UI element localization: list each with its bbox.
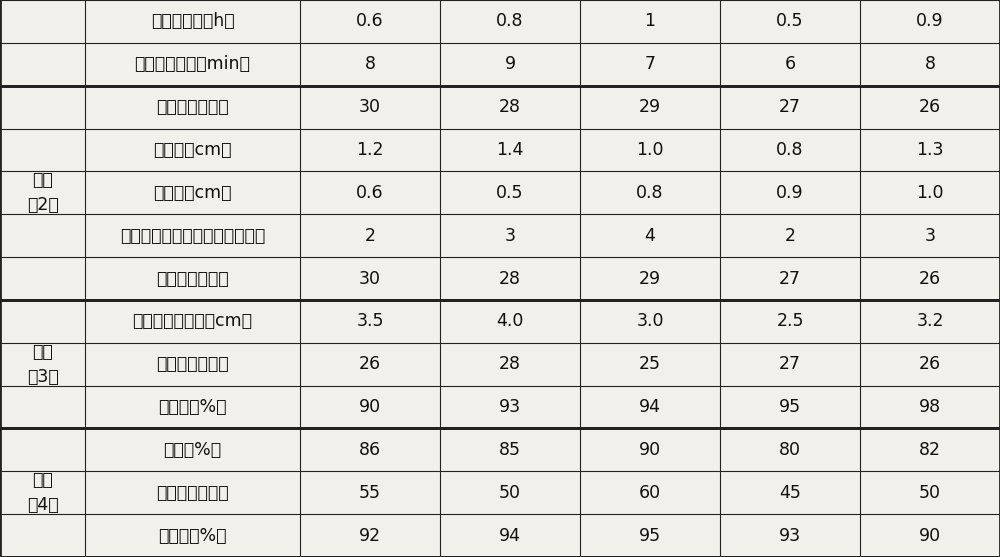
Text: 6: 6 — [784, 55, 796, 74]
Text: 26: 26 — [359, 355, 381, 373]
Text: 28: 28 — [499, 355, 521, 373]
Text: 0.8: 0.8 — [776, 141, 804, 159]
Text: 95: 95 — [779, 398, 801, 416]
Text: 93: 93 — [499, 398, 521, 416]
Text: 0.9: 0.9 — [776, 184, 804, 202]
Text: 3.5: 3.5 — [356, 312, 384, 330]
Text: 27: 27 — [779, 98, 801, 116]
Text: 27: 27 — [779, 270, 801, 287]
Text: 25: 25 — [639, 355, 661, 373]
Text: 55: 55 — [359, 483, 381, 502]
Text: 45: 45 — [779, 483, 801, 502]
Text: 82: 82 — [919, 441, 941, 459]
Text: 1.0: 1.0 — [916, 184, 944, 202]
Text: 9: 9 — [504, 55, 516, 74]
Text: 成活率（%）: 成活率（%） — [158, 526, 227, 545]
Text: 1: 1 — [645, 12, 656, 31]
Text: 94: 94 — [499, 526, 521, 545]
Text: 27: 27 — [779, 355, 801, 373]
Text: 98: 98 — [919, 398, 941, 416]
Text: 50: 50 — [919, 483, 941, 502]
Text: 8: 8 — [924, 55, 936, 74]
Text: 升汞处理时间（min）: 升汞处理时间（min） — [135, 55, 250, 74]
Text: 3.2: 3.2 — [916, 312, 944, 330]
Text: 26: 26 — [919, 355, 941, 373]
Text: 90: 90 — [639, 441, 661, 459]
Text: 培养天数（天）: 培养天数（天） — [156, 270, 229, 287]
Text: 1.3: 1.3 — [916, 141, 944, 159]
Text: 8: 8 — [364, 55, 376, 74]
Text: 2.5: 2.5 — [776, 312, 804, 330]
Text: 93: 93 — [779, 526, 801, 545]
Text: 0.6: 0.6 — [356, 12, 384, 31]
Text: 90: 90 — [919, 526, 941, 545]
Text: 85: 85 — [499, 441, 521, 459]
Text: 0.9: 0.9 — [916, 12, 944, 31]
Text: 1.0: 1.0 — [636, 141, 664, 159]
Text: 3: 3 — [924, 227, 936, 245]
Text: 28: 28 — [499, 270, 521, 287]
Text: 30: 30 — [359, 270, 381, 287]
Text: 楔树组培苗高度（cm）: 楔树组培苗高度（cm） — [132, 312, 252, 330]
Text: 7: 7 — [645, 55, 656, 74]
Text: 茎段高（cm）: 茎段高（cm） — [153, 184, 232, 202]
Text: 0.5: 0.5 — [496, 184, 524, 202]
Text: 60: 60 — [639, 483, 661, 502]
Text: 步骤
（4）: 步骤 （4） — [27, 471, 58, 514]
Text: 2: 2 — [364, 227, 376, 245]
Text: 生长周期（天）: 生长周期（天） — [156, 98, 229, 116]
Text: 2: 2 — [784, 227, 796, 245]
Text: 0.8: 0.8 — [636, 184, 664, 202]
Text: 0.5: 0.5 — [776, 12, 804, 31]
Text: 26: 26 — [919, 270, 941, 287]
Text: 50: 50 — [499, 483, 521, 502]
Text: 水冲洗时间（h）: 水冲洗时间（h） — [151, 12, 234, 31]
Text: 0.8: 0.8 — [496, 12, 524, 31]
Text: 4: 4 — [645, 227, 655, 245]
Text: 28: 28 — [499, 98, 521, 116]
Text: 湿度（%）: 湿度（%） — [163, 441, 222, 459]
Text: 0.6: 0.6 — [356, 184, 384, 202]
Text: 26: 26 — [919, 98, 941, 116]
Text: 步骤
（3）: 步骤 （3） — [27, 343, 58, 385]
Text: 1.4: 1.4 — [496, 141, 524, 159]
Text: 29: 29 — [639, 270, 661, 287]
Text: 3.0: 3.0 — [636, 312, 664, 330]
Text: 培养天数（天）: 培养天数（天） — [156, 355, 229, 373]
Text: 86: 86 — [359, 441, 381, 459]
Text: 29: 29 — [639, 98, 661, 116]
Text: 3: 3 — [505, 227, 516, 245]
Text: 92: 92 — [359, 526, 381, 545]
Text: 步骤
（2）: 步骤 （2） — [27, 172, 58, 214]
Text: 顶芽高（cm）: 顶芽高（cm） — [153, 141, 232, 159]
Text: 94: 94 — [639, 398, 661, 416]
Text: 1.2: 1.2 — [356, 141, 384, 159]
Text: 4.0: 4.0 — [496, 312, 524, 330]
Text: 基部愈伤组织含小芽个数（个）: 基部愈伤组织含小芽个数（个） — [120, 227, 265, 245]
Text: 95: 95 — [639, 526, 661, 545]
Text: 生根率（%）: 生根率（%） — [158, 398, 227, 416]
Text: 培养天数（天）: 培养天数（天） — [156, 483, 229, 502]
Text: 90: 90 — [359, 398, 381, 416]
Text: 30: 30 — [359, 98, 381, 116]
Text: 80: 80 — [779, 441, 801, 459]
